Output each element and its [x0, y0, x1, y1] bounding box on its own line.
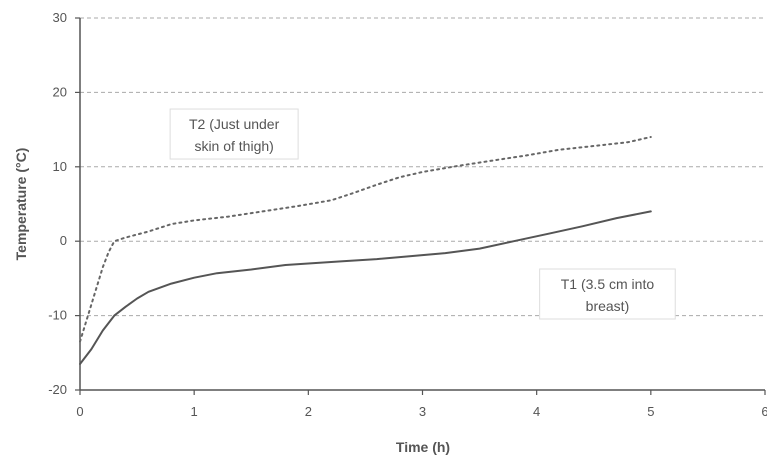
- y-tick-label: 20: [53, 84, 67, 99]
- x-tick-label: 6: [761, 404, 767, 419]
- y-tick-label: -10: [48, 308, 67, 323]
- x-tick-label: 2: [305, 404, 312, 419]
- x-tick-label: 5: [647, 404, 654, 419]
- annotation-t2: T2 (Just under skin of thigh): [169, 108, 299, 160]
- annotation-t1: T1 (3.5 cm into breast): [539, 268, 676, 320]
- annotations: T2 (Just under skin of thigh) T1 (3.5 cm i…: [169, 108, 676, 320]
- x-tick-label: 4: [533, 404, 540, 419]
- x-tick-labels: 0 1 2 3 4 5 6: [76, 390, 767, 419]
- x-tick-label: 3: [419, 404, 426, 419]
- x-tick-label: 0: [76, 404, 83, 419]
- y-axis-title: Temperature (°C): [13, 148, 29, 261]
- x-tick-label: 1: [191, 404, 198, 419]
- y-tick-label: 0: [60, 233, 67, 248]
- series-layer: [79, 136, 652, 365]
- x-axis-title: Time (h): [396, 439, 450, 455]
- annotation-box: [169, 108, 299, 160]
- annotation-line: skin of thigh): [194, 138, 273, 154]
- series-line-t2: [79, 136, 652, 343]
- annotation-line: T1 (3.5 cm into: [561, 276, 655, 292]
- plot-area: [80, 18, 767, 390]
- y-tick-labels: -20 -10 0 10 20 30: [48, 10, 80, 397]
- annotation-box: [539, 268, 676, 320]
- y-tick-label: -20: [48, 382, 67, 397]
- annotation-line: T2 (Just under: [189, 116, 280, 132]
- series-line-t1: [79, 210, 652, 365]
- y-tick-label: 30: [53, 10, 67, 25]
- y-tick-label: 10: [53, 159, 67, 174]
- annotation-line: breast): [586, 298, 630, 314]
